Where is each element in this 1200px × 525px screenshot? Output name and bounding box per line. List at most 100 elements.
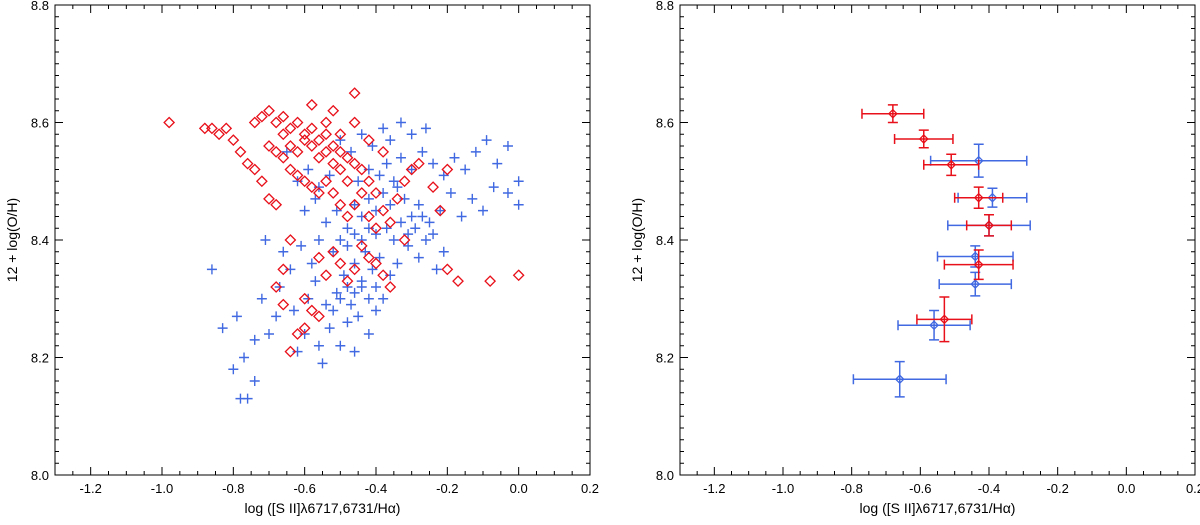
diamond-marker xyxy=(412,157,425,170)
left-x-tick-label: -0.8 xyxy=(222,481,244,496)
diamond-marker xyxy=(277,128,290,141)
plus-marker xyxy=(395,217,406,228)
diamond-marker xyxy=(348,263,361,276)
diamond-marker xyxy=(512,269,525,282)
plus-marker xyxy=(310,193,321,204)
right-x-tick-label: -0.6 xyxy=(909,481,931,496)
error-bar xyxy=(923,153,980,177)
plus-marker xyxy=(478,205,488,216)
plus-marker xyxy=(513,176,524,187)
mean-diamond-marker xyxy=(918,134,929,144)
diamond-marker xyxy=(213,128,225,141)
diamond-marker xyxy=(341,275,354,288)
error-bar xyxy=(897,309,971,341)
plus-marker xyxy=(288,305,299,316)
plus-marker xyxy=(271,311,282,322)
diamond-marker xyxy=(298,134,311,147)
plus-marker xyxy=(242,393,253,404)
plus-marker xyxy=(481,135,492,146)
plus-marker xyxy=(395,152,406,163)
plus-marker xyxy=(392,258,403,269)
plus-marker xyxy=(292,346,303,357)
error-bar xyxy=(861,104,925,124)
right-y-tick-label: 8.6 xyxy=(656,116,674,131)
diamond-marker xyxy=(398,175,411,188)
diamond-marker xyxy=(227,134,240,147)
plus-marker xyxy=(349,287,360,298)
mean-diamond-marker xyxy=(939,314,950,325)
left-panel: -1.2 -1.0 -0.8 -0.6 -0.4 -0.2 0.0 0.2 8.0 8.2 8.4 8… xyxy=(4,0,599,516)
plus-marker xyxy=(403,229,414,240)
plus-marker xyxy=(310,276,321,287)
diamond-marker xyxy=(284,163,297,176)
plus-marker xyxy=(303,293,314,304)
diamond-marker xyxy=(405,163,418,176)
plus-marker xyxy=(420,123,431,134)
error-bar xyxy=(852,360,947,398)
left-x-tick-label: -1.0 xyxy=(151,481,173,496)
diamond-marker xyxy=(334,163,347,176)
right-series-red-binned-means xyxy=(861,104,1014,343)
plus-marker xyxy=(502,188,513,198)
plus-marker xyxy=(385,270,396,281)
plus-marker xyxy=(249,376,260,386)
plus-marker xyxy=(335,293,346,304)
plus-marker xyxy=(363,193,374,204)
diamond-marker xyxy=(341,210,354,223)
plus-marker xyxy=(467,193,478,204)
diamond-marker xyxy=(313,134,325,147)
plus-marker xyxy=(228,364,239,375)
diamond-marker xyxy=(284,345,297,358)
diamond-marker xyxy=(334,128,347,141)
diamond-marker xyxy=(377,204,390,217)
plus-marker xyxy=(363,223,374,234)
right-x-axis-label: log ([S II]λ6717,6731/Hα) xyxy=(860,500,1016,516)
plus-marker xyxy=(431,264,442,275)
plus-marker xyxy=(321,217,332,228)
plus-marker xyxy=(417,146,428,157)
plus-marker xyxy=(353,176,364,187)
diamond-marker xyxy=(241,157,254,170)
plus-marker xyxy=(502,141,513,151)
plus-marker xyxy=(385,199,396,210)
diamond-marker xyxy=(441,263,454,276)
plus-marker xyxy=(338,270,349,281)
diamond-marker xyxy=(255,175,268,188)
plus-marker xyxy=(388,176,399,187)
mean-diamond-marker xyxy=(984,220,994,231)
diamond-marker xyxy=(348,87,361,100)
plus-marker xyxy=(513,199,524,210)
diamond-marker xyxy=(452,275,464,288)
plus-marker xyxy=(438,170,449,181)
diamond-marker xyxy=(348,116,361,129)
plus-marker xyxy=(420,235,431,245)
plus-marker xyxy=(239,352,250,363)
diamond-marker xyxy=(270,145,283,158)
diamond-marker xyxy=(348,198,361,211)
plus-marker xyxy=(231,311,242,322)
mean-diamond-marker xyxy=(946,159,957,170)
plus-marker xyxy=(356,211,367,222)
error-bar xyxy=(936,245,1014,268)
diamond-marker xyxy=(327,245,340,258)
diamond-marker xyxy=(434,204,447,217)
right-y-axis-label: 12 + log(O/H) xyxy=(629,198,645,282)
diamond-marker xyxy=(377,145,390,158)
diamond-marker xyxy=(327,187,340,199)
left-x-tick-label: -0.6 xyxy=(293,481,315,496)
plus-marker xyxy=(217,323,228,334)
left-x-tick-label: 0.2 xyxy=(581,481,599,496)
plus-marker xyxy=(206,264,217,275)
plus-marker xyxy=(356,129,367,140)
diamond-marker xyxy=(355,239,368,252)
plus-marker xyxy=(249,334,260,345)
left-x-tick-label: 0.0 xyxy=(510,481,528,496)
diamond-marker xyxy=(313,151,325,164)
diamond-marker xyxy=(305,98,318,111)
diamond-marker xyxy=(263,192,275,205)
diamond-marker xyxy=(284,140,297,152)
diamond-marker xyxy=(198,122,211,135)
plus-marker xyxy=(328,246,339,257)
diamond-marker xyxy=(327,140,340,152)
plus-marker xyxy=(331,205,342,216)
